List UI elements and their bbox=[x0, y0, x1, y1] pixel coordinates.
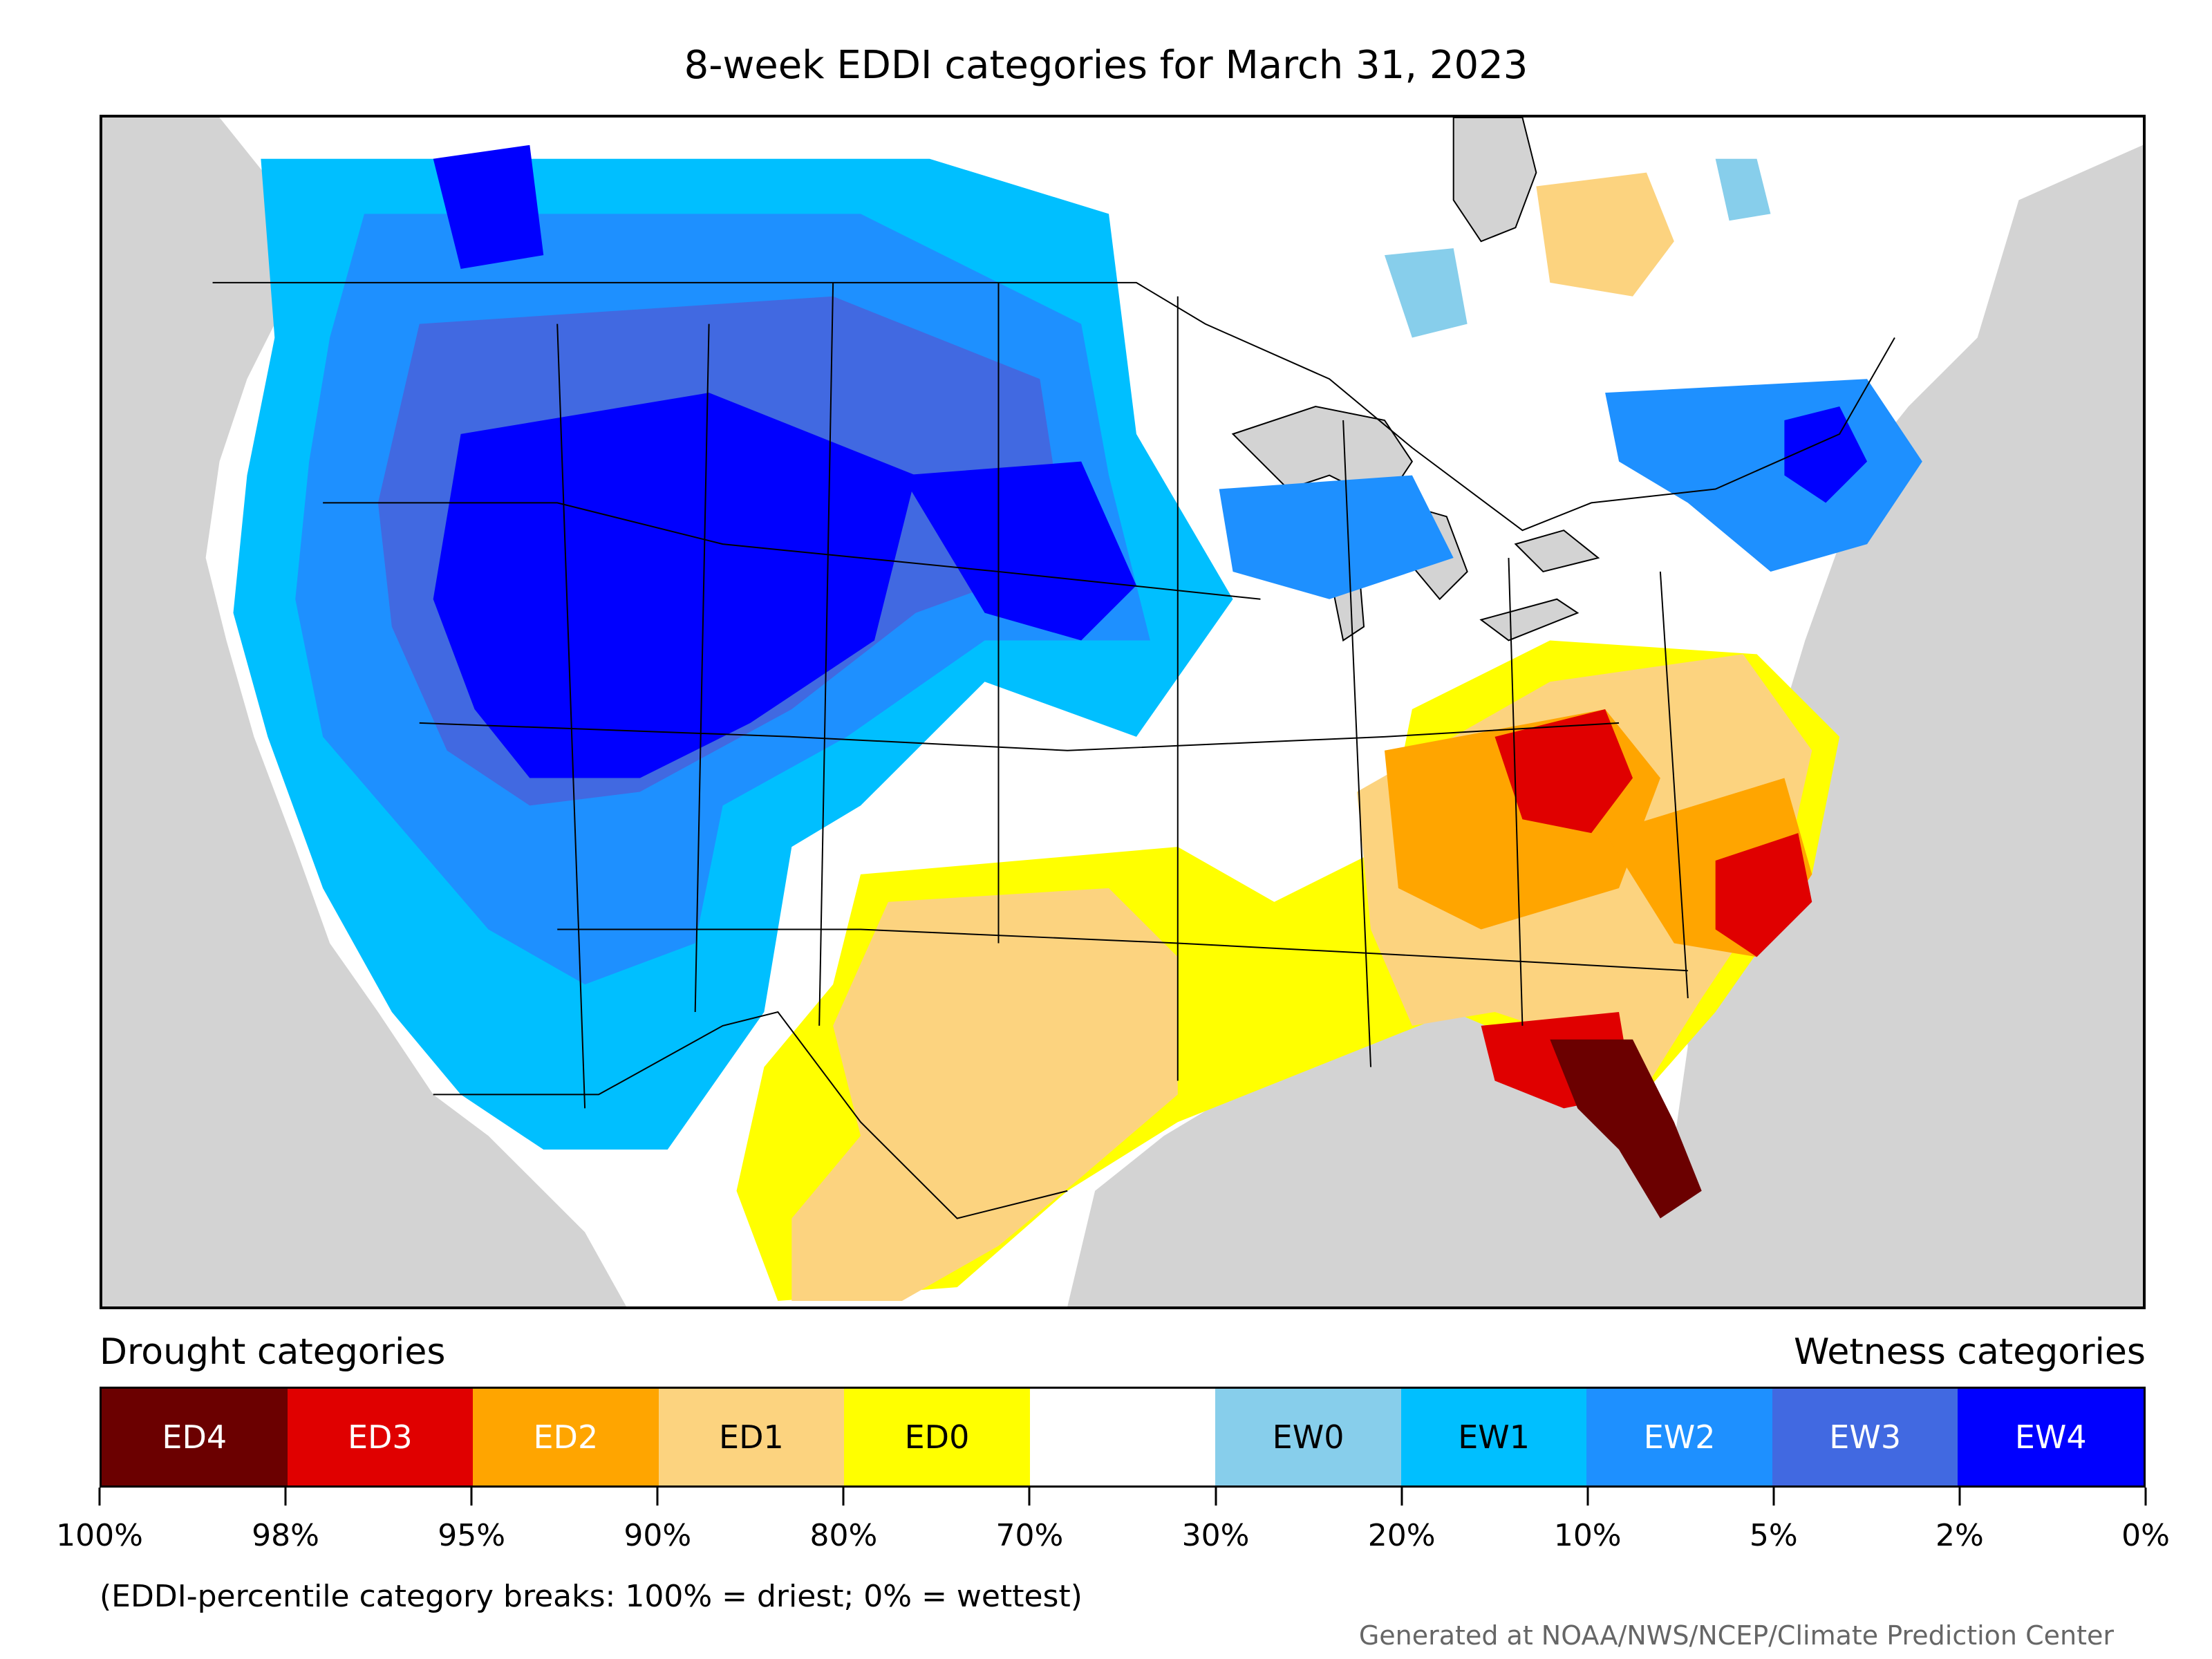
dry-ed3-ohio bbox=[1494, 709, 1633, 834]
us-mexico-border bbox=[433, 1011, 1068, 1219]
colorbar-tick bbox=[1586, 1488, 1589, 1506]
colorbar-cell-ew4: EW4 bbox=[1958, 1389, 2144, 1485]
wet-ew4-west bbox=[433, 393, 916, 778]
colorbar-cell-ew0: EW0 bbox=[1215, 1389, 1401, 1485]
dry-ed4-florida bbox=[1550, 1039, 1702, 1219]
colorbar-tick bbox=[842, 1488, 845, 1506]
colorbar-tick-label: 70% bbox=[995, 1518, 1064, 1553]
colorbar-cell-normal bbox=[1029, 1389, 1216, 1485]
colorbar-tick-label: 5% bbox=[1749, 1518, 1798, 1553]
colorbar-tick bbox=[98, 1488, 101, 1506]
category-colorbar: ED4 ED3 ED2 ED1 ED0 EW0 EW1 EW2 EW3 EW4 bbox=[100, 1387, 2146, 1488]
colorbar-ticks bbox=[98, 1488, 2147, 1508]
colorbar-cell-ed0: ED0 bbox=[844, 1389, 1030, 1485]
state-borders bbox=[323, 282, 1689, 1109]
dry-ed1-texas bbox=[791, 888, 1178, 1302]
colorbar-tick-label: 0% bbox=[2121, 1518, 2170, 1553]
colorbar-tick-label: 10% bbox=[1553, 1518, 1622, 1553]
colorbar-cell-ew3: EW3 bbox=[1772, 1389, 1958, 1485]
colorbar-cell-ed1: ED1 bbox=[658, 1389, 845, 1485]
colorbar-cell-ed4: ED4 bbox=[102, 1389, 288, 1485]
wet-ew0-canada bbox=[1384, 158, 1771, 338]
colorbar-tick-label: 20% bbox=[1367, 1518, 1436, 1553]
colorbar-tick bbox=[1028, 1488, 1031, 1506]
colorbar-tick-label: 2% bbox=[1936, 1518, 1984, 1553]
drought-categories-heading: Drought categories bbox=[100, 1331, 446, 1373]
colorbar-tick-label: 98% bbox=[252, 1518, 319, 1553]
hudson-bay bbox=[1452, 118, 1537, 243]
colorbar-tick bbox=[2144, 1488, 2147, 1506]
wet-ew2-midwest bbox=[1219, 475, 1454, 599]
colorbar-tick-label: 80% bbox=[809, 1518, 878, 1553]
dry-ed1-quebec bbox=[1536, 172, 1674, 297]
category-breaks-note: (EDDI-percentile category breaks: 100% =… bbox=[100, 1579, 1082, 1614]
colorbar-cell-ed3: ED3 bbox=[287, 1389, 474, 1485]
colorbar-tick bbox=[1958, 1488, 1961, 1506]
colorbar-tick bbox=[656, 1488, 659, 1506]
colorbar-tick bbox=[1400, 1488, 1403, 1506]
colorbar-tick-label: 30% bbox=[1181, 1518, 1250, 1553]
map-title: 8-week EDDI categories for March 31, 202… bbox=[684, 43, 1528, 88]
wet-ew4-plains bbox=[901, 461, 1136, 641]
colorbar-cell-ed2: ED2 bbox=[473, 1389, 659, 1485]
colorbar-tick-label: 90% bbox=[624, 1518, 692, 1553]
colorbar-tick bbox=[1772, 1488, 1775, 1506]
wetness-categories-heading: Wetness categories bbox=[1794, 1331, 2146, 1373]
eddi-map bbox=[205, 118, 2143, 1306]
wet-ew4-maine bbox=[1784, 406, 1868, 503]
credit-line: Generated at NOAA/NWS/NCEP/Climate Predi… bbox=[1358, 1620, 2114, 1651]
colorbar-tick-label: 95% bbox=[438, 1518, 506, 1553]
wet-ew4-nw bbox=[433, 144, 544, 269]
colorbar-tick bbox=[470, 1488, 473, 1506]
colorbar-tick-label: 100% bbox=[56, 1518, 143, 1553]
colorbar-tick bbox=[284, 1488, 287, 1506]
us-canada-border bbox=[212, 281, 1895, 532]
colorbar-cell-ew2: EW2 bbox=[1586, 1389, 1772, 1485]
map-panel bbox=[100, 115, 2146, 1309]
colorbar-tick bbox=[1215, 1488, 1217, 1506]
colorbar-cell-ew1: EW1 bbox=[1400, 1389, 1587, 1485]
